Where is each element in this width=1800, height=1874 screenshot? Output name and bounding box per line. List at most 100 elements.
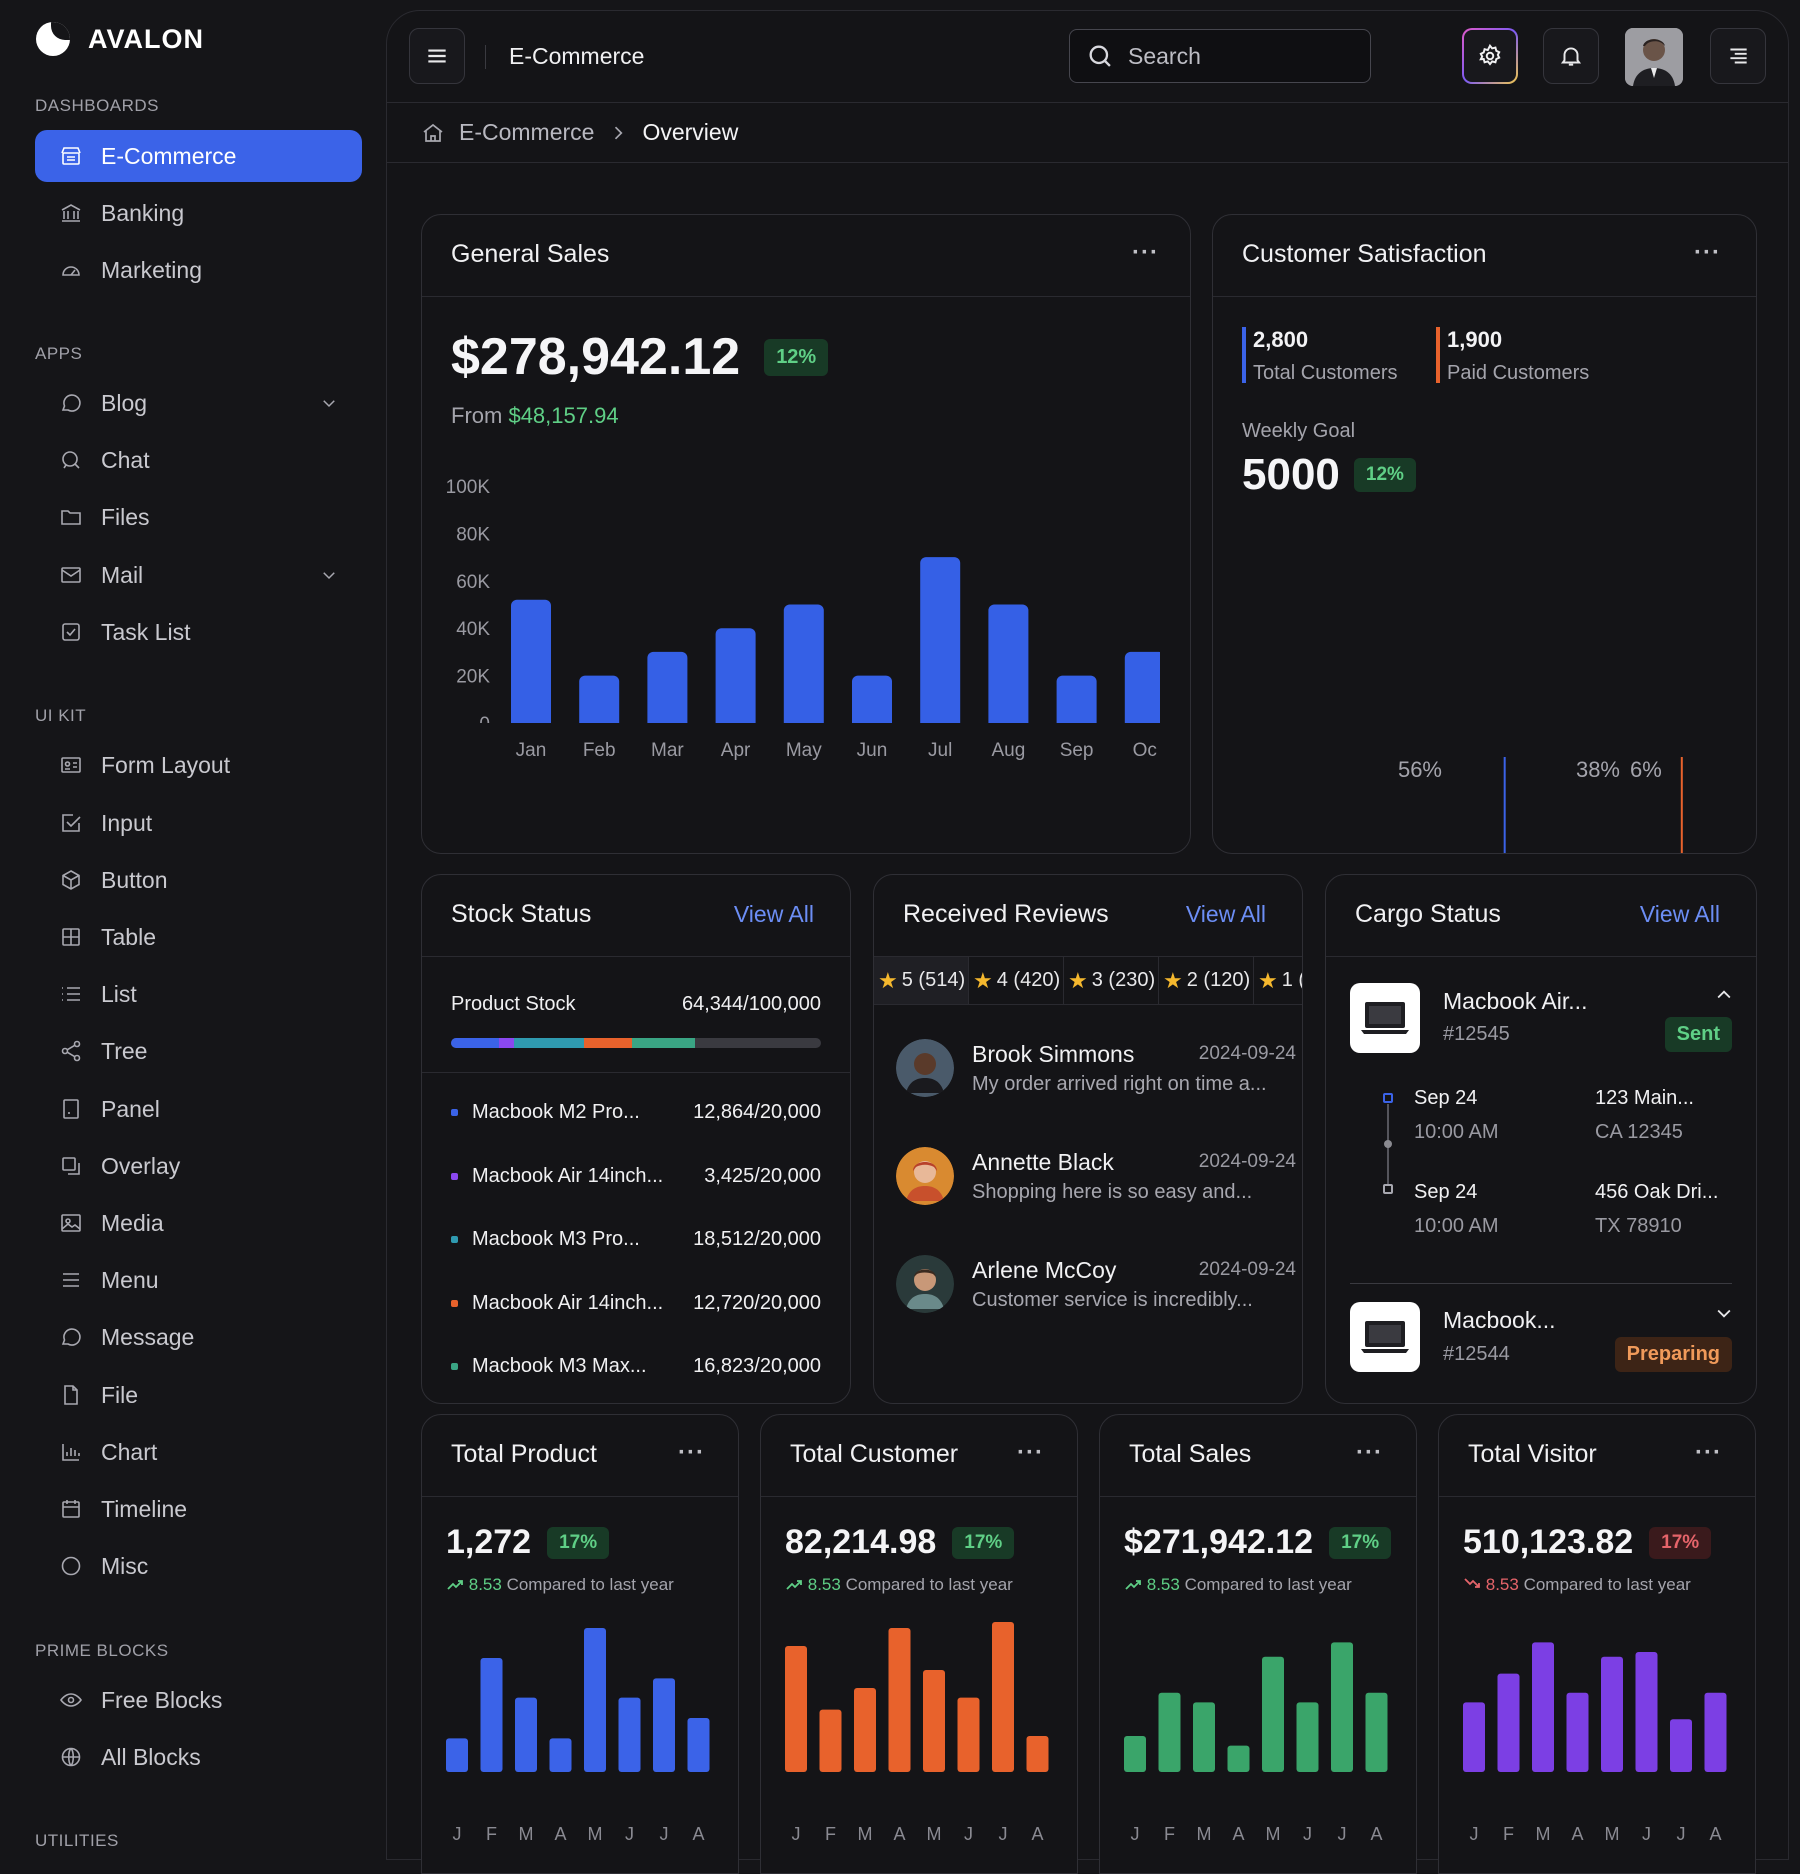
more-options-icon[interactable]: ··· xyxy=(1017,1439,1044,1466)
view-all-link[interactable]: View All xyxy=(733,901,814,927)
sidebar-item-button[interactable]: Button xyxy=(35,854,362,906)
chevron-down-icon[interactable] xyxy=(1714,1303,1734,1323)
review-item[interactable]: Arlene McCoy 2024-09-24 Customer service… xyxy=(896,1255,1296,1335)
sidebar-item-mail[interactable]: Mail xyxy=(35,549,362,601)
kpi-month-label: M xyxy=(588,1824,603,1844)
x-tick-label: Mar xyxy=(651,740,684,761)
breadcrumb-parent[interactable]: E-Commerce xyxy=(459,119,595,145)
sidebar-item-all-blocks[interactable]: All Blocks xyxy=(35,1731,362,1783)
sidebar-item-chart[interactable]: Chart xyxy=(35,1426,362,1478)
rating-filter-1[interactable]: ★1 ( xyxy=(1254,957,1302,1004)
pct-blue-label: 56% xyxy=(1398,757,1442,782)
stock-item-value: 16,823/20,000 xyxy=(693,1355,821,1377)
more-options-icon[interactable]: ··· xyxy=(1695,1439,1722,1466)
trend-up-icon xyxy=(786,1580,802,1590)
view-all-link[interactable]: View All xyxy=(1639,901,1720,927)
rating-filter-5[interactable]: ★ 5 (514) xyxy=(874,957,969,1004)
stock-item-name: Macbook Air 14inch... xyxy=(472,1165,664,1187)
more-options-icon[interactable]: ··· xyxy=(678,1439,705,1466)
sales-bar xyxy=(715,628,756,733)
rating-filter-strip: ★5 (514)★4 (420)★3 (230)★2 (120)★1 ( xyxy=(874,957,1302,1005)
sidebar-item-input[interactable]: Input xyxy=(35,797,362,849)
more-options-icon[interactable]: ··· xyxy=(1356,1439,1383,1466)
file-icon xyxy=(64,1385,78,1405)
sidebar-item-label: E-Commerce xyxy=(101,142,237,169)
user-avatar[interactable] xyxy=(1625,28,1683,86)
sidebar-item-label: Timeline xyxy=(101,1495,188,1522)
sidebar-item-menu[interactable]: Menu xyxy=(35,1254,362,1306)
chevron-down-icon[interactable] xyxy=(320,394,338,412)
search-box[interactable] xyxy=(1069,29,1371,83)
sales-summary: $278,942.12 12% xyxy=(451,327,829,387)
y-tick-label: 20K xyxy=(456,667,490,688)
card-header: Cargo Status View All xyxy=(1326,875,1756,957)
notifications-button[interactable] xyxy=(1543,28,1599,84)
sidebar-item-banking[interactable]: Banking xyxy=(35,187,362,239)
card-title: General Sales xyxy=(451,240,610,268)
rating-filter-2[interactable]: ★ 2 (120) xyxy=(1159,957,1254,1004)
kpi-bar xyxy=(854,1688,876,1772)
home-icon[interactable] xyxy=(421,121,445,145)
kpi-bar xyxy=(1635,1652,1658,1772)
sidebar-item-form-layout[interactable]: Form Layout xyxy=(35,739,362,791)
kpi-compare: 8.53 Compared to last year xyxy=(785,1575,1013,1595)
sidebar: AVALON DASHBOARDS E-Commerce Banking Mar… xyxy=(0,0,386,1850)
page-title: E-Commerce xyxy=(509,43,645,69)
step-region: TX 78910 xyxy=(1595,1215,1682,1237)
sidebar-item-marketing[interactable]: Marketing xyxy=(35,244,362,296)
x-tick-label: Jul xyxy=(928,740,952,761)
more-options-icon[interactable]: ··· xyxy=(1132,239,1159,266)
sidebar-item-chat[interactable]: Chat xyxy=(35,434,362,486)
bar-chart-icon xyxy=(62,1444,80,1461)
review-item[interactable]: Brook Simmons 2024-09-24 My order arrive… xyxy=(896,1039,1296,1119)
color-dot-icon xyxy=(451,1363,458,1371)
brand-logo[interactable]: AVALON xyxy=(36,22,204,56)
review-item[interactable]: Annette Black 2024-09-24 Shopping here i… xyxy=(896,1147,1296,1227)
chevron-up-icon[interactable] xyxy=(1714,985,1734,1005)
sidebar-item-task-list[interactable]: Task List xyxy=(35,606,362,658)
kpi-month-label: J xyxy=(625,1824,634,1844)
kpi-bar xyxy=(785,1646,807,1772)
sidebar-item-media[interactable]: Media xyxy=(35,1197,362,1249)
rating-filter-4[interactable]: ★ 4 (420) xyxy=(969,957,1064,1004)
sidebar-item-panel[interactable]: Panel xyxy=(35,1083,362,1135)
menu-toggle-button[interactable] xyxy=(409,28,465,84)
paid-customers-value: 1,900 xyxy=(1447,327,1503,352)
sidebar-item-timeline[interactable]: Timeline xyxy=(35,1483,362,1535)
sidebar-item-files[interactable]: Files xyxy=(35,491,362,543)
stock-item: Macbook M3 Max... 16,823/20,000 xyxy=(451,1355,821,1378)
sales-amount: $278,942.12 xyxy=(451,328,741,386)
sidebar-item-ecommerce[interactable]: E-Commerce xyxy=(35,130,362,182)
sidebar-item-free-blocks[interactable]: Free Blocks xyxy=(35,1674,362,1726)
sidebar-item-label: Input xyxy=(101,809,153,836)
sidebar-item-label: Media xyxy=(101,1209,164,1236)
sidebar-item-tree[interactable]: Tree xyxy=(35,1025,362,1077)
kpi-bar xyxy=(1670,1719,1692,1772)
sidebar-item-message[interactable]: Message xyxy=(35,1311,362,1363)
sidebar-item-blog[interactable]: Blog xyxy=(35,377,362,429)
reviewer-name: Brook Simmons xyxy=(972,1041,1135,1067)
sidebar-item-table[interactable]: Table xyxy=(35,911,362,963)
sidebar-item-list[interactable]: List xyxy=(35,968,362,1020)
growth-badge: 12% xyxy=(764,338,829,376)
y-tick-label: 40K xyxy=(456,619,490,640)
storefront-icon xyxy=(61,147,81,165)
divider xyxy=(1350,1283,1732,1284)
stock-segment xyxy=(451,1038,500,1048)
search-input[interactable] xyxy=(1128,42,1348,70)
view-all-link[interactable]: View All xyxy=(1185,901,1266,927)
right-panel-toggle-button[interactable] xyxy=(1710,28,1766,84)
sidebar-item-misc[interactable]: Misc xyxy=(35,1540,362,1592)
sidebar-item-overlay[interactable]: Overlay xyxy=(35,1140,362,1192)
sidebar-item-label: List xyxy=(101,980,137,1007)
kpi-delta: 8.53 xyxy=(807,1575,841,1594)
rating-filter-3[interactable]: ★ 3 (230) xyxy=(1064,957,1159,1004)
kpi-delta: 8.53 xyxy=(468,1575,502,1594)
card-title: Total Sales xyxy=(1129,1440,1252,1468)
chevron-down-icon[interactable] xyxy=(320,566,338,584)
sidebar-item-file[interactable]: File xyxy=(35,1369,362,1421)
more-options-icon[interactable]: ··· xyxy=(1694,239,1721,266)
settings-button[interactable] xyxy=(1462,28,1518,84)
